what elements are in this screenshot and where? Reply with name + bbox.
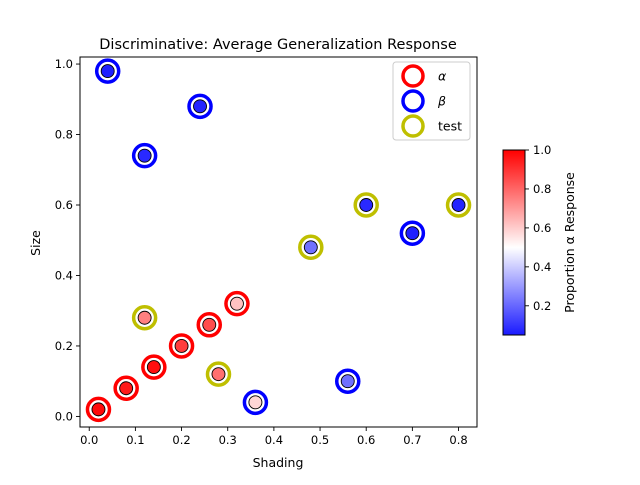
data-point <box>230 296 244 311</box>
x-tick-label: 0.7 <box>403 433 421 447</box>
colorbar-tick-label: 1.0 <box>533 143 551 157</box>
plot-frame <box>79 56 478 428</box>
data-point-ring <box>224 290 250 317</box>
x-axis-label: Shading <box>253 455 304 470</box>
data-point <box>146 360 161 375</box>
legend-marker <box>401 114 425 138</box>
data-point <box>137 148 152 163</box>
data-point-ring <box>353 192 379 218</box>
data-point <box>451 198 466 212</box>
data-point <box>303 240 318 255</box>
x-tick-label: 0.8 <box>449 433 467 447</box>
legend-marker <box>401 89 425 113</box>
data-point <box>202 317 217 332</box>
data-point <box>340 374 355 389</box>
chart-title: Discriminative: Average Generalization R… <box>99 37 457 53</box>
data-point-ring <box>168 333 195 359</box>
data-point <box>405 226 420 241</box>
y-tick-label: 0.4 <box>55 268 73 282</box>
data-point-ring <box>141 354 167 380</box>
y-tick-label: 0.6 <box>55 198 73 212</box>
y-tick-label: 1.0 <box>55 57 73 71</box>
x-tick-label: 0.6 <box>357 433 375 447</box>
data-point <box>137 310 152 325</box>
plot-area: 0.0 0.1 0.2 0.3 0.4 0.5 0.6 0.7 0.8 0.0 0.2 0.4 0.6 0… <box>55 56 478 447</box>
data-point <box>248 395 263 410</box>
data-point <box>174 339 189 353</box>
x-tick-label: 0.0 <box>80 433 98 447</box>
data-point-ring <box>113 375 139 401</box>
x-tick-label: 0.2 <box>172 433 190 447</box>
x-tick-label: 0.4 <box>265 433 283 447</box>
data-point <box>211 367 226 382</box>
data-point-ring <box>131 305 158 331</box>
data-point-ring <box>399 220 426 246</box>
data-point <box>359 198 374 212</box>
legend: αβ test <box>392 61 471 141</box>
series-test <box>131 192 472 387</box>
x-tick-label: 0.1 <box>126 433 144 447</box>
colorbar-tick-label: 0.6 <box>533 221 551 235</box>
data-point-ring <box>94 58 121 84</box>
y-tick-label: 0.8 <box>55 128 73 142</box>
legend-label: β <box>437 94 446 109</box>
data-point-ring <box>187 93 213 120</box>
legend-marker <box>401 64 425 88</box>
x-tick-label: 0.5 <box>311 433 329 447</box>
data-point-ring <box>85 396 112 423</box>
y-tick-label: 0.2 <box>55 339 73 353</box>
data-point <box>193 99 207 114</box>
data-point <box>100 64 115 79</box>
data-point-ring <box>131 142 158 169</box>
x-tick-label: 0.3 <box>219 433 237 447</box>
legend-frame <box>392 61 471 141</box>
data-point-ring <box>334 368 361 394</box>
legend-label: α <box>438 69 447 84</box>
data-point-ring <box>205 361 232 387</box>
y-axis-label: Size <box>28 230 43 256</box>
data-point <box>91 402 106 417</box>
data-point-ring <box>298 234 324 261</box>
data-point-ring <box>445 192 472 218</box>
colorbar-tick-label: 0.8 <box>533 182 551 196</box>
data-point-ring <box>196 312 223 338</box>
series-alpha <box>85 290 250 423</box>
data-point <box>119 381 134 396</box>
data-point-ring <box>242 389 269 416</box>
legend-label: test <box>438 119 462 134</box>
colorbar-label: Proportion α Response <box>562 172 577 313</box>
colorbar: 0.2 0.4 0.6 0.8 1.0 Proportion α Response <box>502 143 577 336</box>
series-beta <box>94 58 426 416</box>
colorbar-tick-label: 0.4 <box>533 260 551 274</box>
colorbar-gradient <box>502 149 526 336</box>
y-tick-label: 0.0 <box>55 409 73 423</box>
colorbar-tick-label: 0.2 <box>533 299 551 313</box>
